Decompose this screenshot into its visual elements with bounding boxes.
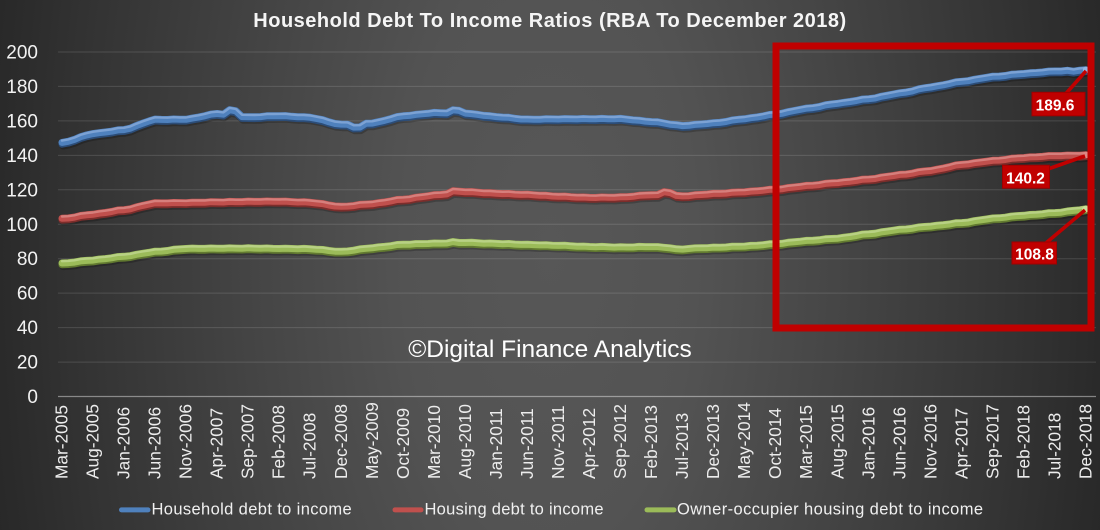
svg-text:Mar-2015: Mar-2015 xyxy=(796,405,816,479)
svg-text:Nov-2006: Nov-2006 xyxy=(176,404,196,479)
svg-text:Sep-2017: Sep-2017 xyxy=(982,404,1002,479)
svg-text:Dec-2008: Dec-2008 xyxy=(331,404,351,479)
svg-text:140.2: 140.2 xyxy=(1006,171,1045,188)
svg-text:40: 40 xyxy=(17,318,38,339)
svg-text:Jul-2018: Jul-2018 xyxy=(1045,413,1065,479)
svg-text:Feb-2008: Feb-2008 xyxy=(269,405,289,479)
svg-text:Aug-2015: Aug-2015 xyxy=(827,404,847,479)
svg-text:Apr-2012: Apr-2012 xyxy=(579,408,599,479)
svg-text:0: 0 xyxy=(27,387,38,408)
svg-text:140: 140 xyxy=(6,146,38,167)
svg-text:©Digital Finance Analytics: ©Digital Finance Analytics xyxy=(408,336,692,363)
svg-text:May-2014: May-2014 xyxy=(734,402,754,479)
svg-text:Jun-2016: Jun-2016 xyxy=(889,407,909,479)
svg-text:200: 200 xyxy=(6,43,38,64)
svg-text:Nov-2016: Nov-2016 xyxy=(920,404,940,479)
svg-text:20: 20 xyxy=(17,353,38,374)
svg-text:Jul-2008: Jul-2008 xyxy=(300,413,320,479)
svg-text:Mar-2010: Mar-2010 xyxy=(424,405,444,479)
svg-text:Dec-2018: Dec-2018 xyxy=(1076,404,1096,479)
svg-text:120: 120 xyxy=(6,180,38,201)
svg-text:May-2009: May-2009 xyxy=(362,402,382,479)
svg-text:Dec-2013: Dec-2013 xyxy=(703,404,723,479)
svg-text:Household Debt To Income Ratio: Household Debt To Income Ratios (RBA To … xyxy=(253,10,846,32)
svg-text:180: 180 xyxy=(6,77,38,98)
svg-text:Oct-2014: Oct-2014 xyxy=(765,408,785,479)
svg-text:Household debt to income: Household debt to income xyxy=(152,501,353,519)
svg-text:Aug-2005: Aug-2005 xyxy=(83,404,103,479)
svg-text:Feb-2018: Feb-2018 xyxy=(1013,405,1033,479)
svg-text:60: 60 xyxy=(17,284,38,305)
svg-text:Nov-2011: Nov-2011 xyxy=(548,405,568,479)
svg-text:Apr-2017: Apr-2017 xyxy=(951,408,971,479)
svg-text:Sep-2007: Sep-2007 xyxy=(238,404,258,479)
svg-text:Housing debt to income: Housing debt to income xyxy=(425,501,604,519)
svg-text:100: 100 xyxy=(6,215,38,236)
svg-text:Sep-2012: Sep-2012 xyxy=(610,404,630,479)
svg-text:Oct-2009: Oct-2009 xyxy=(393,408,413,479)
svg-text:Apr-2007: Apr-2007 xyxy=(207,408,227,479)
svg-text:Feb-2013: Feb-2013 xyxy=(641,405,661,479)
svg-text:80: 80 xyxy=(17,249,38,270)
svg-text:Jan-2011: Jan-2011 xyxy=(486,408,506,479)
svg-text:189.6: 189.6 xyxy=(1036,97,1075,114)
svg-text:Mar-2005: Mar-2005 xyxy=(52,405,72,479)
svg-text:Jun-2011: Jun-2011 xyxy=(517,408,537,479)
svg-text:Aug-2010: Aug-2010 xyxy=(455,404,475,479)
svg-text:Jun-2006: Jun-2006 xyxy=(145,407,165,479)
svg-text:108.8: 108.8 xyxy=(1015,247,1054,264)
svg-text:Jul-2013: Jul-2013 xyxy=(672,413,692,479)
svg-text:160: 160 xyxy=(6,111,38,132)
svg-text:Jan-2016: Jan-2016 xyxy=(858,407,878,479)
svg-text:Jan-2006: Jan-2006 xyxy=(114,407,134,479)
svg-text:Owner-occupier housing debt to: Owner-occupier housing debt to income xyxy=(677,501,983,519)
